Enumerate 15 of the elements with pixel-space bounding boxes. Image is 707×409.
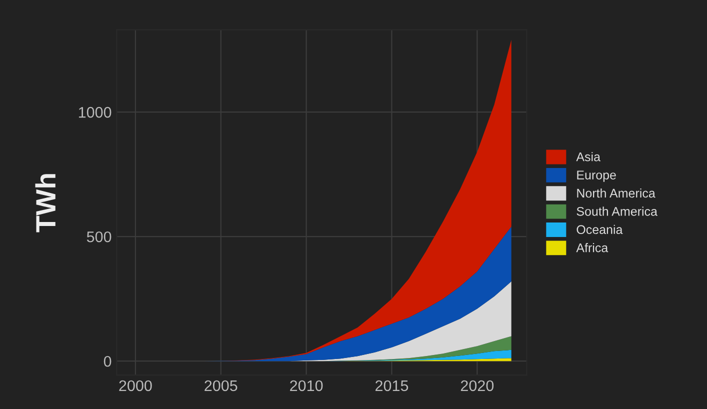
legend-label: Oceania bbox=[576, 224, 623, 234]
x-tick-label: 2000 bbox=[119, 380, 152, 392]
x-tick-label: 2010 bbox=[290, 380, 323, 392]
legend-label: Europe bbox=[577, 170, 616, 182]
y-tick-label: 1000 bbox=[78, 106, 112, 118]
x-tick-label: 2005 bbox=[204, 380, 238, 392]
legend-label: Africa bbox=[576, 243, 608, 252]
legend-label: North America bbox=[577, 188, 656, 198]
x-tick-label: 2020 bbox=[460, 380, 494, 392]
legend-label: South America bbox=[576, 206, 658, 216]
y-axis-title: TWh bbox=[35, 174, 56, 232]
legend-label: Asia bbox=[576, 152, 600, 162]
x-tick-label: 2015 bbox=[376, 380, 408, 392]
y-tick-label: 0 bbox=[104, 356, 112, 367]
y-tick-label: 500 bbox=[86, 231, 112, 242]
